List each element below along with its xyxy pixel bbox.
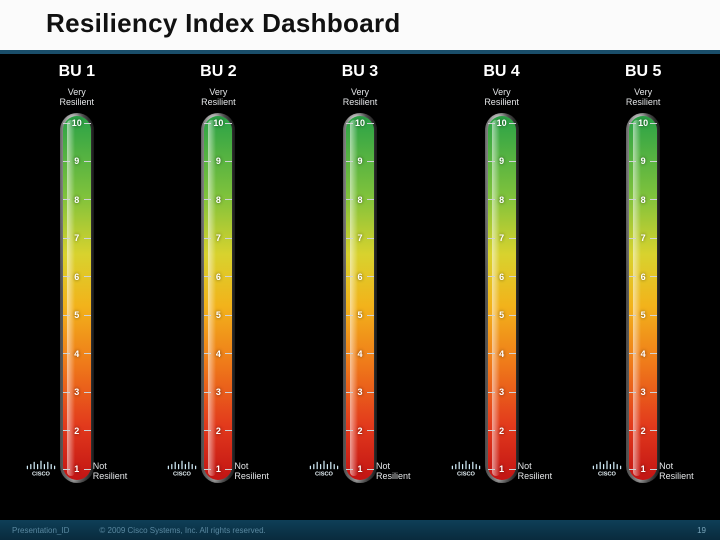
presentation-id: Presentation_ID <box>12 526 69 535</box>
column-header: BU 4 <box>483 63 519 81</box>
tube-gloss <box>492 120 500 476</box>
copyright-text: © 2009 Cisco Systems, Inc. All rights re… <box>99 526 265 535</box>
column-header: BU 1 <box>59 63 95 81</box>
svg-text:CISCO: CISCO <box>32 471 51 477</box>
dashboard-area: BU 1 Very Resilient 10987654321 CISCO Not … <box>0 58 720 520</box>
gauge-tube: 10987654321 CISCO Not Resilient <box>343 113 377 483</box>
gauge-tube: 10987654321 CISCO Not Resilient <box>485 113 519 483</box>
cisco-logo-icon: CISCO <box>307 459 341 477</box>
tube-fill <box>63 116 91 480</box>
tube-gloss <box>208 120 216 476</box>
page-title: Resiliency Index Dashboard <box>46 8 401 39</box>
footer-bar: Presentation_ID © 2009 Cisco Systems, In… <box>0 520 720 540</box>
slide-number: 19 <box>697 526 706 535</box>
bottom-scale-label: Not Resilient <box>659 461 694 481</box>
bottom-scale-label: Not Resilient <box>518 461 553 481</box>
top-scale-label: Very Resilient <box>626 87 661 107</box>
gauge-tube: 10987654321 CISCO Not Resilient <box>626 113 660 483</box>
gauge-column: BU 4 Very Resilient 10987654321 CISCO Not … <box>431 58 573 483</box>
cisco-logo-icon: CISCO <box>24 459 58 477</box>
tube-gloss <box>67 120 75 476</box>
tube-fill <box>204 116 232 480</box>
tube-gloss <box>633 120 641 476</box>
svg-text:CISCO: CISCO <box>598 471 617 477</box>
column-header: BU 3 <box>342 63 378 81</box>
cisco-logo-icon: CISCO <box>165 459 199 477</box>
bottom-scale-label: Not Resilient <box>93 461 128 481</box>
gauge-tube: 10987654321 CISCO Not Resilient <box>201 113 235 483</box>
svg-text:CISCO: CISCO <box>315 471 334 477</box>
svg-text:CISCO: CISCO <box>173 471 192 477</box>
tube-fill <box>629 116 657 480</box>
bottom-scale-label: Not Resilient <box>376 461 411 481</box>
gauge-column: BU 3 Very Resilient 10987654321 CISCO Not … <box>289 58 431 483</box>
title-bar: Resiliency Index Dashboard <box>0 0 720 54</box>
gauge-column: BU 5 Very Resilient 10987654321 CISCO Not … <box>572 58 714 483</box>
bottom-scale-label: Not Resilient <box>234 461 269 481</box>
cisco-logo-icon: CISCO <box>449 459 483 477</box>
gauge-tube: 10987654321 CISCO Not Resilient <box>60 113 94 483</box>
top-scale-label: Very Resilient <box>201 87 236 107</box>
cisco-logo-icon: CISCO <box>590 459 624 477</box>
top-scale-label: Very Resilient <box>343 87 378 107</box>
tube-fill <box>346 116 374 480</box>
top-scale-label: Very Resilient <box>60 87 95 107</box>
column-header: BU 2 <box>200 63 236 81</box>
column-header: BU 5 <box>625 63 661 81</box>
svg-text:CISCO: CISCO <box>457 471 476 477</box>
slide-root: Resiliency Index Dashboard BU 1 Very Resi… <box>0 0 720 540</box>
top-scale-label: Very Resilient <box>484 87 519 107</box>
tube-gloss <box>350 120 358 476</box>
gauge-column: BU 2 Very Resilient 10987654321 CISCO Not … <box>148 58 290 483</box>
tube-fill <box>488 116 516 480</box>
gauge-column: BU 1 Very Resilient 10987654321 CISCO Not … <box>6 58 148 483</box>
